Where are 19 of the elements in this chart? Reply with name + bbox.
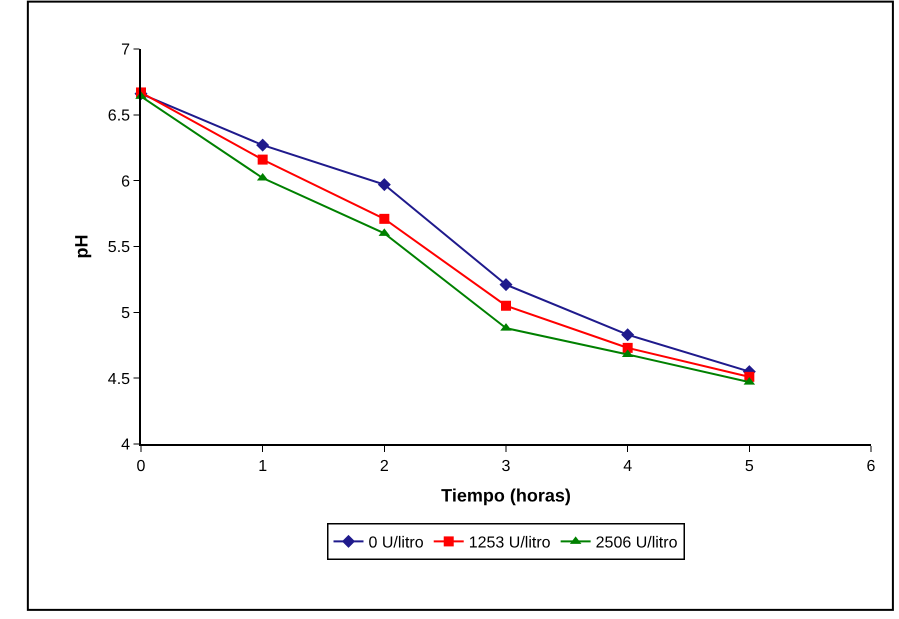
y-tick-label: 5.5	[108, 239, 130, 256]
y-tick-label: 7	[121, 42, 130, 59]
y-tick-label: 6	[121, 173, 130, 190]
x-axis-title: Tiempo (horas)	[441, 486, 571, 506]
y-tick-label: 5	[121, 304, 130, 322]
y-axis-title: pH	[72, 234, 92, 258]
y-tick-label: 4.5	[108, 370, 130, 388]
y-tick-label: 6.5	[108, 107, 130, 124]
legend-label: 0 U/litro	[368, 534, 424, 552]
x-tick-label: 0	[136, 458, 146, 475]
x-tick-label: 2	[380, 458, 389, 475]
x-tick-label: 1	[258, 458, 268, 475]
legend-label: 2506 U/litro	[596, 534, 678, 552]
x-tick-label: 4	[623, 458, 632, 475]
legend-label: 1253 U/litro	[468, 534, 551, 552]
x-tick-label: 5	[744, 458, 754, 475]
y-tick-label: 4	[121, 436, 130, 454]
x-tick-label: 6	[866, 458, 876, 475]
x-tick-label: 3	[502, 458, 511, 475]
